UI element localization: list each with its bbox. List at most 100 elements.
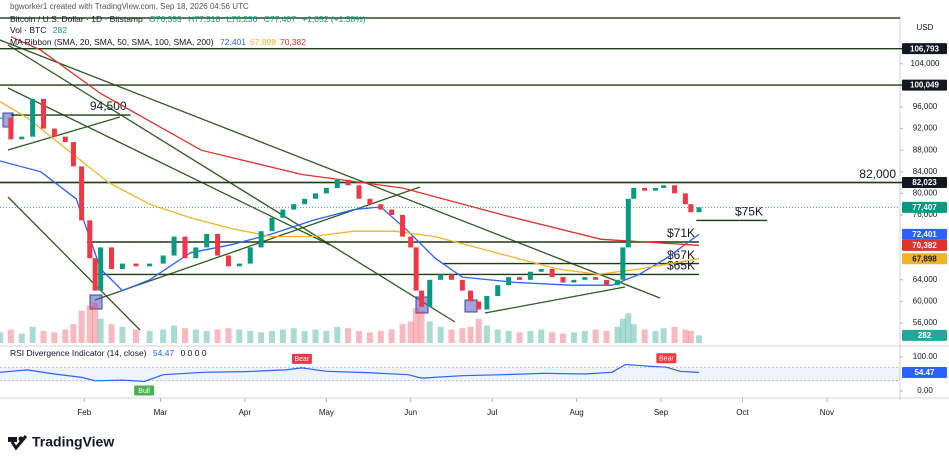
rsi-line	[0, 363, 700, 383]
volume-bar	[527, 330, 534, 343]
volume-bar	[538, 329, 545, 343]
rsi-band	[0, 367, 900, 381]
rsi-signal-label: Bear	[295, 356, 310, 363]
trend-line	[7, 44, 456, 323]
candle	[571, 279, 577, 283]
candle	[696, 207, 702, 213]
candle	[302, 198, 308, 205]
x-tick-label: Jul	[487, 408, 497, 417]
candle	[476, 301, 482, 310]
candle	[323, 187, 329, 194]
x-tick-label: Nov	[820, 408, 834, 417]
volume-bar	[301, 330, 308, 343]
candle	[652, 187, 658, 191]
candle	[19, 136, 25, 140]
candle	[400, 214, 406, 237]
symbol: Bitcoin / U.S. Dollar · 1D · Bitstamp	[10, 14, 143, 24]
rsi-signal	[134, 385, 155, 396]
candle	[133, 263, 139, 267]
candle	[593, 277, 599, 280]
volume-bar	[279, 329, 286, 343]
volume-bar	[312, 329, 319, 343]
candle	[538, 269, 544, 272]
price-badge-label: 54.47	[914, 368, 935, 377]
trend-line	[7, 116, 121, 151]
volume-bar	[51, 332, 58, 343]
candle	[661, 185, 667, 188]
volume-bar	[459, 328, 466, 343]
price-badge-label: 282	[918, 331, 932, 340]
volume-bar	[356, 330, 363, 343]
volume-bar	[581, 330, 588, 343]
candle	[484, 296, 490, 310]
markers	[2, 112, 478, 314]
price-badge-label: 100,049	[910, 81, 939, 90]
candle	[70, 142, 76, 167]
price-badge	[902, 228, 947, 240]
ma-value: 67,898	[250, 37, 276, 47]
volume-bar	[132, 329, 139, 343]
volume-bar	[437, 326, 444, 343]
candle	[459, 279, 465, 291]
candle	[193, 247, 199, 259]
volume-bar	[560, 333, 567, 343]
candle	[79, 166, 85, 221]
candle	[516, 277, 522, 280]
candle	[413, 247, 419, 291]
rsi-signal-label: Bear	[659, 356, 674, 363]
level-annotation: 82,000	[859, 167, 896, 181]
volume-bar	[687, 330, 694, 343]
y-tick-label: 60,000	[913, 297, 938, 306]
rsi-signal	[291, 353, 312, 364]
candle	[631, 187, 637, 199]
volume-bar	[682, 329, 689, 343]
y-tick-label: 88,000	[913, 145, 938, 154]
x-tick-label: Sep	[654, 408, 669, 417]
candle	[258, 231, 264, 248]
candle	[160, 255, 166, 264]
trend-lines	[0, 39, 661, 331]
rsi-value: 54.47	[152, 348, 175, 358]
rsi-tick-label: 0.00	[917, 386, 933, 395]
volume-bar	[160, 329, 167, 343]
logo: TradingView	[8, 434, 114, 451]
candle	[92, 258, 98, 291]
candle	[98, 247, 104, 291]
y-tick-label: 56,000	[913, 318, 938, 327]
volume-bar	[619, 318, 626, 343]
candle	[527, 271, 533, 280]
volume-bar	[214, 329, 221, 343]
ma-line	[0, 101, 700, 276]
x-tick-label: Apr	[239, 408, 252, 417]
volume-bar	[146, 330, 153, 343]
candle	[468, 290, 474, 302]
candle	[625, 198, 631, 248]
x-tick-label: Feb	[77, 408, 91, 417]
volume-bar	[345, 328, 352, 343]
volume-bar	[426, 321, 433, 343]
credit: bgworker1 created with TradingView.com, …	[10, 2, 253, 11]
volume-bar	[625, 313, 632, 343]
y-tick-label: 76,000	[913, 210, 938, 219]
legend-symbol: Bitcoin / U.S. Dollar · 1D · Bitstamp O7…	[10, 14, 370, 24]
y-tick-label: 92,000	[913, 124, 938, 133]
volume-bar	[225, 328, 232, 343]
volume-bar	[0, 332, 3, 343]
volume-bar	[86, 305, 93, 343]
candle	[62, 136, 68, 143]
candle	[688, 204, 694, 213]
candle	[109, 247, 115, 270]
logo-icon	[8, 437, 17, 442]
volume-bar	[62, 329, 69, 343]
rsi-extra: 0 0 0 0	[180, 348, 207, 358]
price-badge	[902, 366, 947, 378]
x-tick-label: Oct	[736, 408, 749, 417]
volume-bar	[388, 329, 395, 343]
candle	[147, 263, 153, 267]
ma-value: 72,401	[220, 37, 246, 47]
volume-bar	[570, 332, 577, 343]
price-badge-label: 77,407	[912, 203, 937, 212]
candle	[620, 247, 626, 280]
